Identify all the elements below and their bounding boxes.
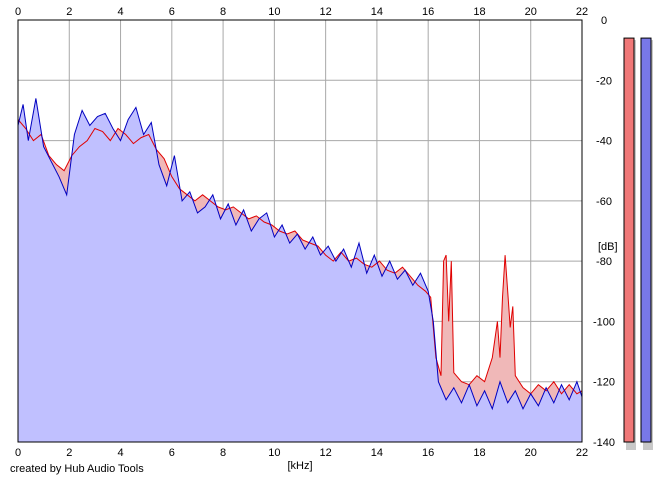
series-line-2 [17,98,583,411]
x-tick-top: 14 [371,6,383,18]
x-tick-bottom: 0 [15,447,21,459]
x-tick-bottom: 6 [169,447,175,459]
x-tick-top: 8 [220,6,226,18]
x-tick-top: 18 [473,6,485,18]
level-meter-2 [640,37,652,443]
y-tick: -80 [596,256,612,268]
x-tick-bottom: 10 [268,447,280,459]
plot-frame [17,19,583,443]
x-tick-top: 16 [422,6,434,18]
x-tick-top: 0 [15,6,21,18]
y-tick: -120 [593,377,615,389]
x-tick-top: 12 [320,6,332,18]
y-axis-label: [dB] [598,241,618,253]
spectrum-areas [18,98,582,443]
x-tick-bottom: 14 [371,447,383,459]
spectrum-lines [17,98,583,411]
x-tick-bottom: 8 [220,447,226,459]
x-tick-bottom: 18 [473,447,485,459]
axis-ticks: 002244668810101212141416161818202022220-… [15,6,615,459]
x-tick-top: 6 [169,6,175,18]
y-tick: -20 [596,75,612,87]
x-tick-top: 2 [66,6,72,18]
x-tick-bottom: 22 [576,447,588,459]
x-tick-top: 22 [576,6,588,18]
x-tick-top: 4 [117,6,123,18]
x-tick-top: 10 [268,6,280,18]
x-axis-label: [kHz] [287,460,312,472]
series-area-2 [18,98,582,443]
x-tick-top: 20 [525,6,537,18]
y-tick: 0 [601,15,607,27]
series-line-1 [17,119,583,395]
x-tick-bottom: 4 [117,447,123,459]
y-tick: -100 [593,316,615,328]
x-tick-bottom: 2 [66,447,72,459]
credit-text: created by Hub Audio Tools [10,463,144,475]
y-tick: -40 [596,136,612,148]
level-meters [623,37,653,450]
y-tick: -60 [596,196,612,208]
level-meter-1 [623,37,635,443]
x-tick-bottom: 16 [422,447,434,459]
x-tick-bottom: 12 [320,447,332,459]
x-tick-bottom: 20 [525,447,537,459]
y-tick: -140 [593,437,615,449]
